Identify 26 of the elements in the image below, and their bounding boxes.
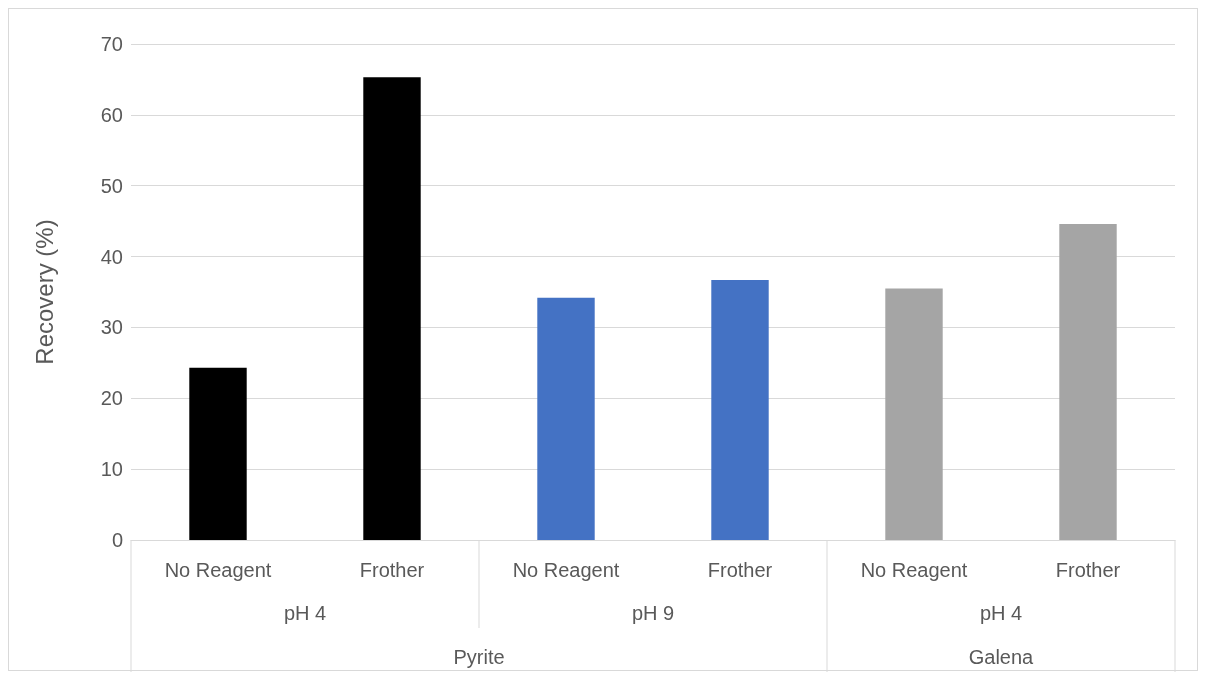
text: pH 4 — [283, 602, 327, 624]
y-tick-label: 30 — [100, 316, 123, 339]
x-tick-label: No Reagent — [512, 559, 620, 581]
y-tick-label: 50 — [100, 174, 123, 197]
bar — [363, 77, 421, 540]
x-tick-label: No Reagent — [164, 559, 272, 581]
x-tick-label: No Reagent — [860, 559, 968, 581]
y-tick-label: 10 — [100, 458, 123, 481]
y-tick-label: 20 — [100, 387, 123, 410]
bar — [537, 297, 595, 540]
x-tick-label: Frother — [1055, 559, 1121, 581]
y-tick-label: 60 — [100, 103, 123, 126]
y-axis-title: Recovery (%) — [30, 219, 58, 365]
y-tick-label: 40 — [100, 245, 123, 268]
text: Pyrite — [453, 646, 505, 668]
text: Galena — [968, 646, 1035, 668]
bar — [189, 367, 247, 540]
y-tick-label: 70 — [100, 33, 123, 55]
text: pH 9 — [631, 602, 675, 624]
text: pH 4 — [979, 602, 1023, 624]
x-tick-label: Frother — [359, 559, 425, 581]
bar — [1059, 223, 1117, 540]
x-tick-label: Frother — [707, 559, 773, 581]
bar — [885, 288, 943, 540]
bar — [711, 279, 769, 540]
y-tick-label: 0 — [111, 529, 123, 551]
